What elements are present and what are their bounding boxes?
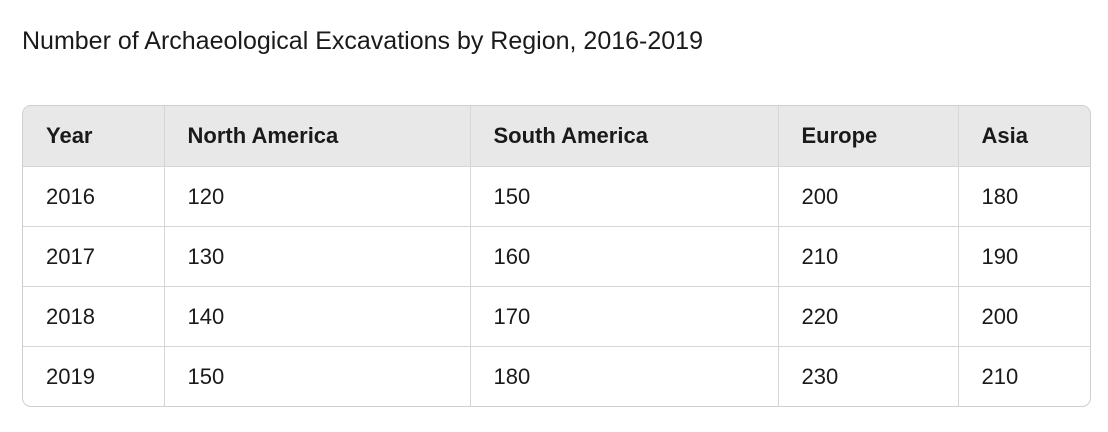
table-cell: 230 bbox=[778, 346, 959, 406]
table-cell: 2019 bbox=[23, 346, 165, 406]
table-cell: 160 bbox=[470, 226, 779, 287]
table-cell: 200 bbox=[778, 166, 959, 227]
table-cell: 170 bbox=[470, 286, 779, 347]
table-cell: 210 bbox=[981, 363, 1019, 389]
header-cell: Year bbox=[23, 106, 165, 167]
header-cell: Europe bbox=[778, 106, 959, 167]
table-cell: 210 bbox=[778, 226, 959, 287]
header-cell: North America bbox=[164, 106, 471, 167]
table-title: Number of Archaeological Excavations by … bbox=[22, 27, 703, 55]
table-cell: 150 bbox=[164, 346, 471, 406]
table-body: 2016 120 150 200 180 2017 130 160 210 190 2018 140 1… bbox=[23, 166, 1090, 406]
table-row: 2016 120 150 200 180 bbox=[23, 166, 1090, 227]
table-row: 2017 130 160 210 190 bbox=[23, 226, 1090, 287]
data-table: Year North America South America Europe Asia… bbox=[23, 106, 1090, 406]
table-cell: 140 bbox=[164, 286, 471, 347]
table-cell: 2017 bbox=[23, 226, 165, 287]
table-cell: 220 bbox=[778, 286, 959, 347]
table-cell: 2016 bbox=[23, 166, 165, 227]
table-cell: 130 bbox=[164, 226, 471, 287]
table-cell: 180 bbox=[470, 346, 779, 406]
table-cell: 2018 bbox=[23, 286, 165, 347]
header-row: Year North America South America Europe Asia bbox=[23, 106, 1090, 167]
table-cell: 150 bbox=[470, 166, 779, 227]
table-cell: 190 bbox=[958, 226, 1090, 287]
table-row: 2019 150 180 230 210 bbox=[23, 346, 1090, 406]
header-cell: Asia bbox=[958, 106, 1090, 167]
table-cell: 120 bbox=[164, 166, 471, 227]
table-container: Year North America South America Europe Asia… bbox=[22, 105, 1091, 407]
table-cell: 200 bbox=[958, 286, 1090, 347]
table-cell: 180 bbox=[958, 166, 1090, 227]
table-row: 2018 140 170 220 200 bbox=[23, 286, 1090, 347]
header-cell: South America bbox=[470, 106, 779, 167]
